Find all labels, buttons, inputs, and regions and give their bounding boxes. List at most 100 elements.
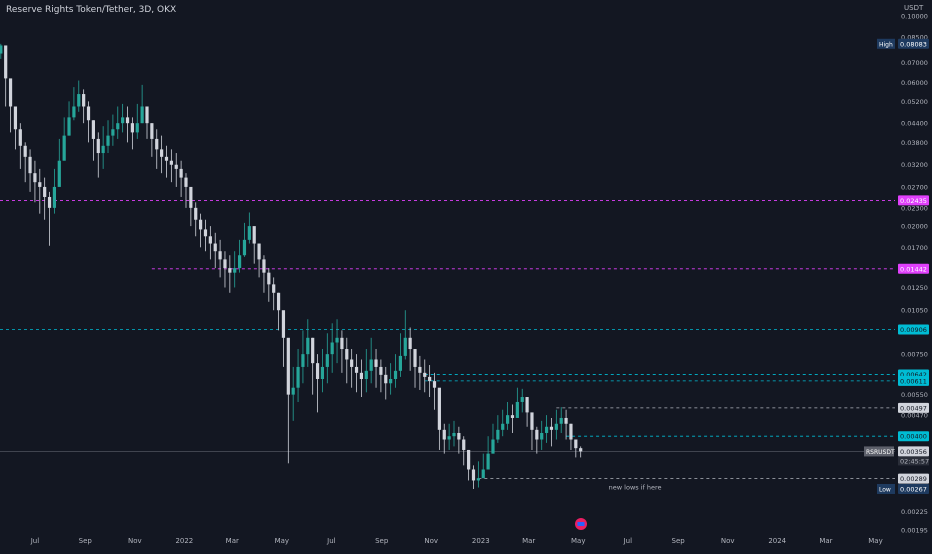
candle-body	[540, 432, 544, 440]
candle-body	[291, 387, 295, 395]
candle-body	[203, 229, 208, 237]
candle-body	[237, 255, 242, 269]
price-tick-label: 0.07000	[901, 59, 928, 67]
candle-body	[164, 156, 169, 161]
candle-body	[145, 106, 149, 124]
time-axis[interactable]: Jul Sep Nov 2022 Mar May Jul Sep Nov 2023 Mar May Ju…	[30, 537, 883, 545]
candle-body	[62, 135, 66, 161]
candle-body	[262, 259, 266, 273]
candle-body	[252, 226, 256, 244]
candle-body	[486, 453, 490, 470]
candle-body	[471, 469, 476, 481]
candle-body	[199, 219, 203, 230]
time-tick-label: Sep	[375, 537, 389, 545]
candle-body	[520, 397, 524, 402]
candle-body	[116, 123, 120, 130]
candle-body	[535, 429, 539, 440]
time-tick-label: 2022	[175, 537, 193, 545]
time-tick-label: Nov	[128, 537, 142, 545]
level-badge: 0.02435	[898, 195, 929, 206]
badge-background	[898, 38, 929, 49]
candle-body	[194, 207, 198, 220]
candle-body	[8, 78, 13, 107]
candle-body	[77, 94, 81, 107]
candle-body	[111, 129, 115, 136]
annotations: new lows if here	[609, 484, 662, 492]
price-tick-label: 0.01250	[901, 284, 928, 292]
badge-background	[898, 456, 929, 466]
symbol-badge: RSRUSDT	[864, 446, 895, 457]
price-tick-label: 0.02000	[901, 223, 928, 231]
candle-body	[515, 401, 519, 418]
candle-body	[369, 359, 373, 371]
candle-body	[428, 376, 432, 382]
candle-body	[549, 426, 554, 430]
price-tick-label: 0.03800	[901, 139, 928, 147]
badge-text: 0.00906	[900, 326, 927, 334]
badge-text: 0.00267	[900, 485, 927, 493]
time-tick-label: May	[275, 537, 289, 545]
horizontal-levels	[0, 200, 895, 480]
candle-body	[432, 381, 437, 388]
candle-body	[121, 117, 125, 124]
candle-body	[125, 117, 130, 124]
candle-body	[242, 239, 247, 256]
candle-body	[510, 415, 515, 418]
candles	[0, 43, 583, 489]
price-tick-label: 0.00550	[901, 391, 928, 399]
candle-body	[496, 429, 500, 440]
price-tick-label: 0.00225	[901, 508, 928, 516]
level-badge: 0.00289	[898, 473, 929, 484]
candle-body	[101, 145, 105, 154]
candle-body	[18, 129, 22, 146]
badge-background	[898, 483, 929, 494]
candle-body	[354, 366, 359, 373]
candle-body	[403, 337, 407, 356]
candle-body	[350, 359, 354, 367]
level-badge: 0.00906	[898, 324, 929, 335]
candle-body	[228, 268, 232, 273]
logo-icon	[575, 518, 587, 530]
price-tick-label: 0.00195	[901, 527, 928, 535]
chart-title: Reserve Rights Token/Tether, 3D, OKX	[6, 5, 177, 15]
badge-background	[898, 195, 929, 206]
badge-text: 0.00356	[900, 448, 927, 456]
candle-body	[564, 417, 568, 424]
candle-body	[130, 123, 134, 133]
candle-body	[286, 337, 290, 395]
badge-background	[898, 473, 929, 484]
high-marker: High	[877, 38, 895, 49]
time-tick-label: May	[868, 537, 882, 545]
candle-body	[43, 186, 47, 197]
time-tick-label: Nov	[721, 537, 735, 545]
badge-background	[877, 38, 895, 49]
candle-body	[384, 374, 388, 384]
candle-body	[423, 372, 427, 377]
candle-body	[447, 436, 451, 440]
price-axis[interactable]: 0.10000 0.08500 0.07000 0.06000 0.05200 0.044…	[895, 0, 932, 550]
time-tick-label: Mar	[522, 537, 535, 545]
candle-body	[106, 135, 110, 146]
candle-body	[559, 417, 563, 424]
candle-body	[28, 156, 32, 174]
candle-body	[579, 448, 583, 452]
currency-label: USDT	[904, 4, 924, 12]
badge-text: 0.08083	[900, 40, 927, 48]
candle-body	[374, 359, 378, 367]
candle-body	[57, 160, 61, 187]
candle-body	[150, 123, 154, 139]
candle-body	[218, 251, 222, 260]
badge-background	[898, 375, 929, 386]
candle-body	[208, 236, 212, 244]
candle-body	[569, 423, 573, 440]
candle-body	[437, 387, 441, 430]
price-tick-label: 0.01700	[901, 244, 928, 252]
candle-body	[140, 106, 144, 124]
badge-background	[898, 446, 929, 457]
time-tick-label: May	[571, 537, 585, 545]
candle-body	[67, 117, 71, 136]
candle-body	[160, 149, 164, 157]
